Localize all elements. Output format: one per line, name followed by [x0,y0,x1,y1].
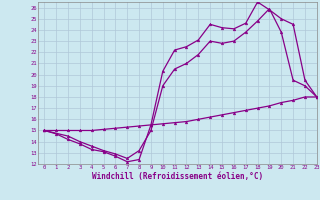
X-axis label: Windchill (Refroidissement éolien,°C): Windchill (Refroidissement éolien,°C) [92,172,263,181]
